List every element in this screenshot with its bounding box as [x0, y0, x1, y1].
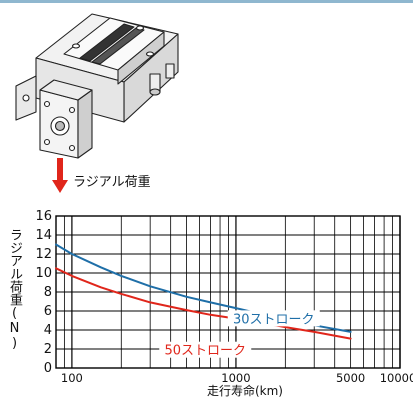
- chart-series-labels: 30ストローク 50ストローク: [159, 310, 320, 359]
- y-tick-label: 8: [44, 285, 52, 300]
- y-tick-label: 0: [44, 361, 52, 376]
- x-axis-label: 走行寿命(km): [206, 384, 283, 398]
- plot-frame: [55, 215, 401, 369]
- chart-ticks: 0 2 4 6 8 10 12 14 16 100 1000 5000 10000: [35, 209, 413, 385]
- y-tick-label: 10: [35, 266, 52, 281]
- down-arrow-icon: [52, 158, 68, 193]
- y-tick-label: 2: [44, 342, 52, 357]
- x-tick-label: 1000: [221, 371, 250, 385]
- y-tick-label: 14: [35, 228, 52, 243]
- y-tick-label: 12: [35, 247, 52, 262]
- header-rule: [0, 0, 413, 3]
- label-bg-30-stroke: [227, 310, 320, 327]
- y-axis-label: ラジアル荷重(N): [7, 228, 22, 351]
- y-tick-label: 16: [35, 209, 52, 224]
- x-tick-label: 10000: [380, 371, 413, 385]
- radial-load-arrow-label: ラジアル荷重: [73, 175, 151, 190]
- x-tick-label: 100: [61, 371, 83, 385]
- y-tick-label: 6: [44, 304, 52, 319]
- series-label-30-stroke: 30ストローク: [233, 312, 315, 327]
- linear-slide-actuator-illustration: [15, 13, 179, 159]
- series-label-50-stroke: 50ストローク: [164, 344, 246, 359]
- series-line-50-stroke: [55, 267, 352, 340]
- y-tick-label: 4: [44, 323, 52, 338]
- label-bg-50-stroke: [159, 341, 252, 358]
- x-tick-label: 5000: [336, 371, 365, 385]
